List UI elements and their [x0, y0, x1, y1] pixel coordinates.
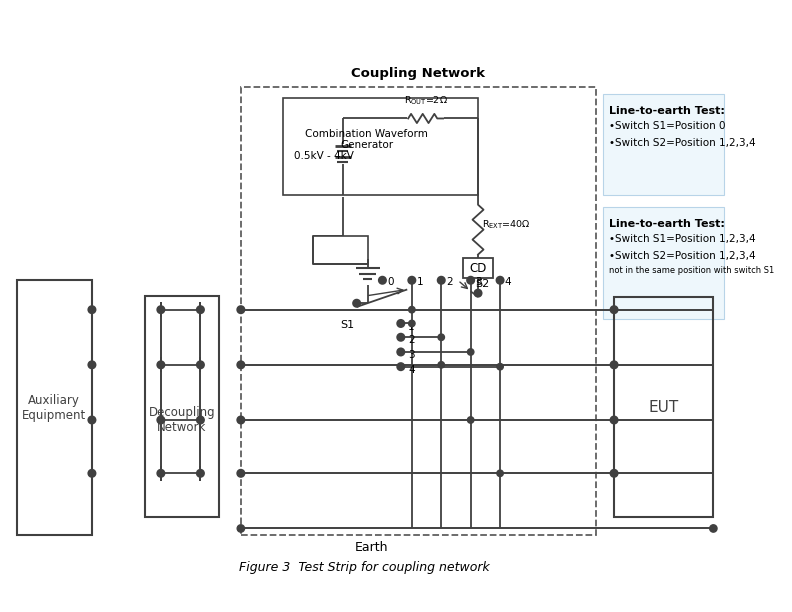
- Circle shape: [237, 416, 245, 424]
- Circle shape: [497, 470, 503, 477]
- Text: EUT: EUT: [649, 400, 679, 414]
- Circle shape: [397, 348, 405, 356]
- Bar: [614, 297, 714, 517]
- Text: 4: 4: [408, 365, 415, 375]
- Circle shape: [467, 417, 474, 424]
- Text: •Switch S2=Position 1,2,3,4: •Switch S2=Position 1,2,3,4: [610, 251, 756, 261]
- Circle shape: [353, 299, 360, 307]
- Bar: [17, 280, 92, 535]
- Bar: [463, 258, 493, 278]
- Text: $\mathregular{R_{EXT}}$=40Ω: $\mathregular{R_{EXT}}$=40Ω: [482, 218, 531, 231]
- Circle shape: [397, 363, 405, 370]
- Text: $\mathregular{R_{OUT}}$=2Ω: $\mathregular{R_{OUT}}$=2Ω: [404, 95, 447, 108]
- Circle shape: [409, 320, 415, 327]
- Circle shape: [379, 277, 386, 284]
- Text: •Switch S2=Position 1,2,3,4: •Switch S2=Position 1,2,3,4: [610, 138, 756, 147]
- Text: Decoupling
Network: Decoupling Network: [149, 406, 215, 434]
- Circle shape: [467, 277, 474, 284]
- Bar: [145, 296, 219, 517]
- Text: Earth: Earth: [355, 542, 389, 554]
- Bar: [313, 236, 367, 264]
- Bar: [283, 99, 478, 195]
- Circle shape: [196, 416, 204, 424]
- Circle shape: [237, 524, 245, 532]
- Circle shape: [611, 416, 618, 424]
- Circle shape: [611, 469, 618, 477]
- Circle shape: [196, 469, 204, 477]
- Circle shape: [237, 361, 245, 368]
- Circle shape: [157, 306, 165, 313]
- Text: 1: 1: [417, 277, 423, 286]
- Text: 0: 0: [387, 277, 394, 286]
- Circle shape: [408, 277, 416, 284]
- Circle shape: [88, 361, 96, 368]
- Text: S2: S2: [475, 280, 489, 289]
- Circle shape: [397, 320, 405, 327]
- Bar: [603, 94, 725, 195]
- Text: Combination Waveform
Generator: Combination Waveform Generator: [306, 129, 428, 151]
- Circle shape: [157, 469, 165, 477]
- Circle shape: [710, 524, 717, 532]
- Text: Auxiliary
Equipment: Auxiliary Equipment: [22, 394, 86, 422]
- Circle shape: [157, 416, 165, 424]
- Circle shape: [438, 334, 444, 340]
- Text: 0.5kV - 4kV: 0.5kV - 4kV: [294, 151, 354, 161]
- Text: CD: CD: [470, 262, 487, 275]
- Text: Line-to-earth Test:: Line-to-earth Test:: [610, 106, 725, 116]
- Text: 3: 3: [475, 277, 482, 286]
- Text: Figure 3  Test Strip for coupling network: Figure 3 Test Strip for coupling network: [238, 561, 489, 575]
- Text: Coupling Network: Coupling Network: [352, 67, 485, 80]
- Circle shape: [88, 416, 96, 424]
- Circle shape: [237, 469, 245, 477]
- Circle shape: [467, 349, 474, 355]
- Circle shape: [497, 364, 503, 370]
- Circle shape: [474, 289, 482, 297]
- Circle shape: [397, 334, 405, 341]
- Text: 2: 2: [446, 277, 452, 286]
- Text: not in the same position with switch S1: not in the same position with switch S1: [610, 266, 775, 275]
- Circle shape: [196, 306, 204, 313]
- Text: Line-to-earth Test:: Line-to-earth Test:: [610, 218, 725, 229]
- Circle shape: [437, 277, 445, 284]
- Circle shape: [409, 307, 415, 313]
- Circle shape: [196, 361, 204, 368]
- Circle shape: [611, 361, 618, 368]
- Bar: [241, 88, 596, 535]
- Text: 3: 3: [408, 350, 415, 360]
- Circle shape: [157, 361, 165, 368]
- Text: 1: 1: [408, 322, 415, 332]
- Text: •Switch S1=Position 1,2,3,4: •Switch S1=Position 1,2,3,4: [610, 234, 756, 244]
- Circle shape: [438, 362, 444, 368]
- Text: 4: 4: [505, 277, 512, 286]
- Circle shape: [88, 306, 96, 313]
- Circle shape: [497, 277, 504, 284]
- Circle shape: [88, 469, 96, 477]
- Circle shape: [611, 306, 618, 313]
- Circle shape: [237, 306, 245, 313]
- Bar: [603, 207, 725, 319]
- Text: 2: 2: [408, 335, 415, 345]
- Text: •Switch S1=Position 0: •Switch S1=Position 0: [610, 121, 726, 131]
- Text: S1: S1: [341, 320, 355, 330]
